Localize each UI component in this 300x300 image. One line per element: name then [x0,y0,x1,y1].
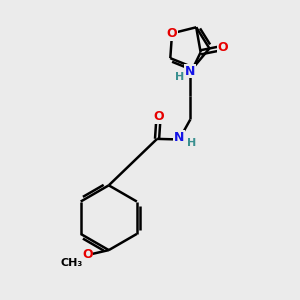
Text: N: N [174,130,184,144]
Text: O: O [82,248,93,261]
Text: O: O [167,27,177,40]
Text: N: N [185,65,196,78]
Text: CH₃: CH₃ [60,258,82,268]
Text: H: H [187,138,196,148]
Text: H: H [175,72,184,82]
Text: O: O [218,41,228,54]
Text: O: O [153,110,164,123]
